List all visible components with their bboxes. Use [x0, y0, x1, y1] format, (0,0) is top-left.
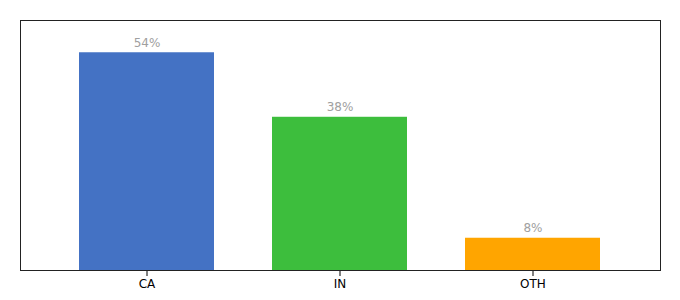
svg-text:CA: CA [139, 277, 156, 291]
svg-text:8%: 8% [523, 221, 542, 235]
svg-text:54%: 54% [134, 36, 161, 50]
svg-text:38%: 38% [327, 100, 354, 114]
svg-text:OTH: OTH [520, 277, 546, 291]
svg-text:IN: IN [334, 277, 347, 291]
